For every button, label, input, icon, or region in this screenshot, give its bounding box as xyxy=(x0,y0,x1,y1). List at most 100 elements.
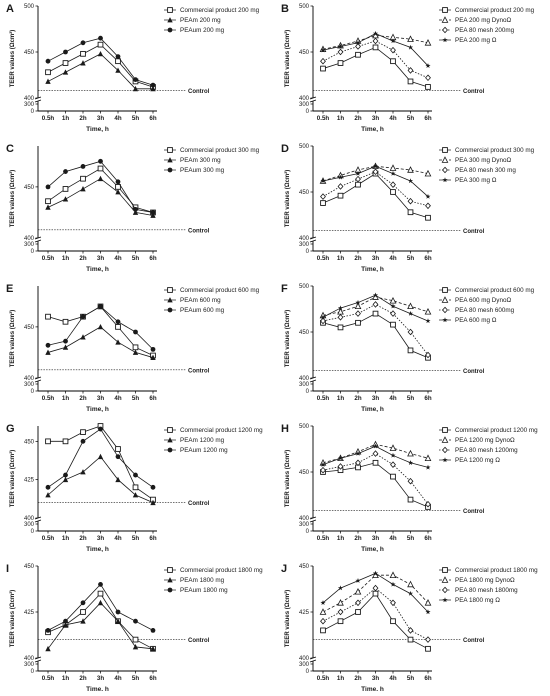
data-point xyxy=(320,466,326,474)
data-point xyxy=(320,317,326,325)
legend-label: PEAum 1200 mg xyxy=(180,447,228,454)
data-point xyxy=(425,636,431,643)
control-label: Control xyxy=(463,369,485,375)
x-tick-label: 5h xyxy=(132,535,139,542)
data-point xyxy=(425,318,431,324)
data-point xyxy=(320,461,326,467)
x-tick-label: 3h xyxy=(372,675,379,682)
data-point xyxy=(407,627,414,634)
legend-marker xyxy=(441,16,449,23)
data-point xyxy=(355,310,361,317)
control-label: Control xyxy=(463,229,485,235)
data-point xyxy=(62,60,69,66)
data-point xyxy=(372,168,379,176)
data-point xyxy=(407,347,414,354)
data-point xyxy=(337,313,344,321)
legend-marker xyxy=(442,7,448,13)
data-point xyxy=(372,443,379,449)
legend-marker xyxy=(167,7,173,13)
y-tick-label: 0 xyxy=(306,389,310,395)
data-point xyxy=(62,621,69,628)
data-point xyxy=(389,571,397,579)
data-point xyxy=(115,319,121,325)
x-axis-title: Time, h xyxy=(86,406,109,413)
data-point xyxy=(407,636,414,643)
panel-label: J xyxy=(281,563,287,575)
data-point xyxy=(80,469,86,475)
x-tick-label: 2h xyxy=(354,535,361,542)
data-point xyxy=(337,307,344,315)
legend-marker xyxy=(442,177,448,183)
data-point xyxy=(372,301,379,308)
x-axis-title: Time, h xyxy=(86,686,109,691)
legend-label: Commercial product 200 mg xyxy=(455,7,535,14)
y-tick-label: 400 xyxy=(24,236,35,242)
data-point xyxy=(337,60,344,66)
data-point xyxy=(320,193,326,200)
data-point xyxy=(407,477,414,485)
data-point xyxy=(150,210,156,215)
panel-label: H xyxy=(281,423,289,435)
legend-label: PEAum 600 mg xyxy=(180,307,225,314)
y-tick-label: 425 xyxy=(24,478,35,484)
x-tick-label: 3h xyxy=(97,115,104,122)
data-point xyxy=(407,496,414,503)
data-point xyxy=(389,164,397,171)
data-point xyxy=(407,67,414,74)
data-point xyxy=(390,581,396,587)
x-tick-label: 5h xyxy=(407,115,414,122)
legend-marker xyxy=(442,586,448,594)
y-axis-title: TEER values (Ωcm²) xyxy=(9,450,16,508)
x-axis-title: Time, h xyxy=(361,406,384,413)
data-point xyxy=(407,166,414,173)
legend-marker xyxy=(167,157,173,163)
legend-label: Commercial product 600 mg xyxy=(180,287,260,294)
x-tick-label: 5h xyxy=(132,255,139,262)
x-tick-label: 0.5h xyxy=(42,675,55,682)
data-point xyxy=(390,303,396,309)
data-point xyxy=(407,178,414,184)
data-point xyxy=(407,302,414,310)
data-point xyxy=(390,321,396,328)
data-point xyxy=(407,449,414,457)
y-tick-label: 300 xyxy=(299,102,310,108)
data-point xyxy=(63,472,68,478)
x-tick-label: 4h xyxy=(389,535,396,542)
y-tick-label: 0 xyxy=(31,249,35,255)
control-label: Control xyxy=(188,501,210,507)
x-tick-label: 6h xyxy=(149,675,156,682)
x-tick-label: 0.5h xyxy=(42,115,55,122)
legend-marker xyxy=(167,447,173,453)
panel-label: I xyxy=(6,563,9,575)
y-tick-label: 425 xyxy=(24,610,35,616)
data-point xyxy=(98,35,103,41)
y-axis-title: TEER values (Ωcm²) xyxy=(284,590,291,648)
data-point xyxy=(337,599,344,606)
legend-label: Commercial product 300 mg xyxy=(455,147,535,154)
data-point xyxy=(355,51,361,58)
legend-label: Commercial product 1800 mg xyxy=(180,567,263,574)
data-point xyxy=(45,342,51,348)
panel-label: C xyxy=(6,143,14,155)
data-point xyxy=(80,164,86,169)
legend-marker xyxy=(442,287,448,293)
data-point xyxy=(407,310,414,316)
legend-marker xyxy=(167,577,173,583)
data-point xyxy=(115,476,121,483)
legend-label: PEA 80 mesh 300 mg xyxy=(455,167,516,174)
data-point xyxy=(115,54,121,59)
control-label: Control xyxy=(463,89,485,95)
legend-marker xyxy=(441,156,449,163)
data-point xyxy=(62,344,69,350)
x-tick-label: 0.5h xyxy=(42,255,55,262)
x-tick-label: 6h xyxy=(149,255,156,262)
data-point xyxy=(355,609,361,615)
legend-marker xyxy=(167,307,173,313)
axis-break-mark xyxy=(34,659,42,663)
y-tick-label: 450 xyxy=(24,50,35,56)
y-tick-label: 450 xyxy=(299,50,310,56)
